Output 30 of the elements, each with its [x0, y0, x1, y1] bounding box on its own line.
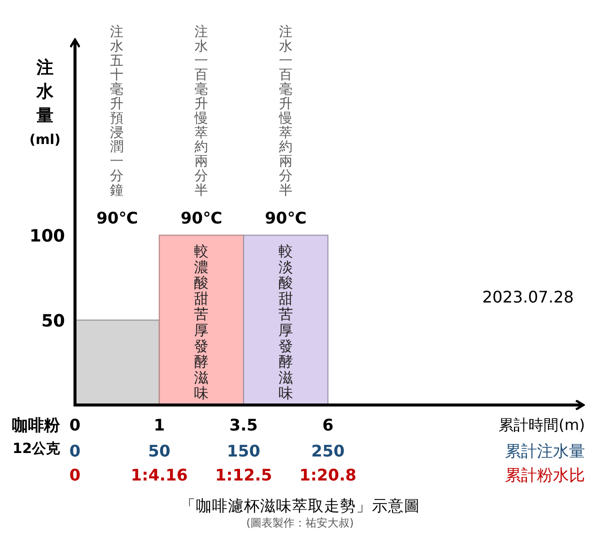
- text: 較濃酸甜苦厚發酵滋味: [194, 244, 209, 402]
- text: 150: [226, 442, 260, 460]
- text: 3.5: [229, 416, 258, 434]
- text: 累計粉水比: [505, 466, 585, 484]
- text: (圖表製作：祐安大叔): [246, 516, 354, 530]
- text: 1:12.5: [215, 466, 272, 484]
- text: 累計時間(m): [498, 416, 585, 434]
- text: 6: [322, 416, 334, 434]
- text: 1:4.16: [130, 466, 188, 484]
- text: 250: [311, 442, 345, 460]
- annotation: 90℃: [264, 208, 307, 228]
- text: 1: [154, 416, 165, 434]
- category-label: 注水五十毫升預浸潤一分鐘: [110, 24, 124, 198]
- text: 0: [69, 442, 81, 460]
- text: 0: [69, 416, 81, 434]
- text: 累計注水量: [505, 442, 585, 460]
- text: 50: [148, 442, 170, 460]
- annotation: 90℃: [180, 208, 222, 228]
- category-label: 注水一百毫升慢萃約兩分半: [194, 24, 208, 198]
- text: 12公克: [12, 441, 61, 457]
- annotation: 90℃: [96, 208, 138, 228]
- text: 較淡酸甜苦厚發酵滋味: [278, 244, 294, 402]
- text: 0: [69, 466, 81, 484]
- text: 2023.07.28: [482, 288, 574, 306]
- text: 1:20.8: [299, 466, 356, 484]
- text: 「咖啡濾杯滋味萃取走勢」示意圖: [180, 497, 420, 515]
- y-tick-label: 100: [30, 226, 66, 246]
- text: 咖啡粉: [12, 416, 61, 434]
- y-axis-title: 注水量(ml): [29, 58, 61, 148]
- category-label: 注水一百毫升慢萃約兩分半: [278, 24, 293, 198]
